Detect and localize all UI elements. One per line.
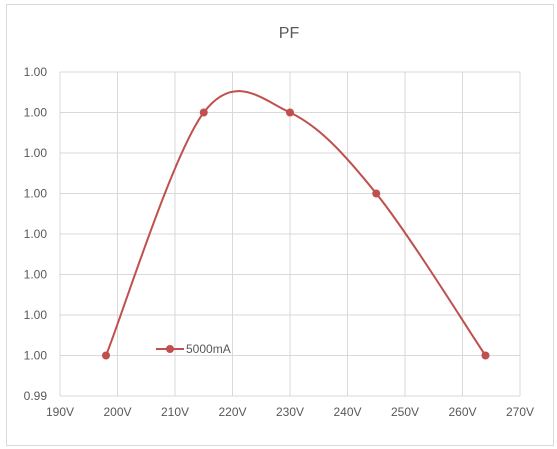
legend-series-name: 5000mA xyxy=(186,342,231,356)
y-axis-ticks: 0.99 1.00 1.00 1.00 1.00 1.00 1.00 1.00 1.00 xyxy=(24,65,48,403)
x-tick-label: 230V xyxy=(276,405,304,419)
y-tick-label: 1.00 xyxy=(24,187,48,201)
data-point xyxy=(372,189,381,198)
x-tick-label: 270V xyxy=(506,405,534,419)
x-tick-label: 220V xyxy=(218,405,246,419)
data-point xyxy=(286,108,294,117)
legend-marker xyxy=(166,345,174,353)
x-tick-label: 240V xyxy=(333,405,361,419)
x-tick-label: 190V xyxy=(46,405,74,419)
series-line xyxy=(105,90,487,357)
x-tick-label: 250V xyxy=(391,405,419,419)
x-tick-label: 200V xyxy=(103,405,131,419)
data-point xyxy=(199,108,208,117)
legend: 5000mA xyxy=(156,342,231,356)
series-layer xyxy=(102,90,490,360)
x-axis-ticks: 190V 200V 210V 220V 230V 240V 250V 260V 270V xyxy=(46,405,534,419)
y-tick-label: 0.99 xyxy=(24,389,48,403)
data-point xyxy=(102,351,110,360)
x-tick-label: 210V xyxy=(161,405,189,419)
chart-title: PF xyxy=(279,25,300,42)
y-tick-label: 1.00 xyxy=(24,268,48,282)
y-tick-label: 1.00 xyxy=(24,146,48,160)
x-tick-label: 260V xyxy=(448,405,476,419)
y-tick-label: 1.00 xyxy=(24,308,48,322)
y-tick-label: 1.00 xyxy=(24,349,48,363)
grid xyxy=(59,71,521,397)
y-tick-label: 1.00 xyxy=(24,227,48,241)
y-tick-label: 1.00 xyxy=(24,106,48,120)
y-tick-label: 1.00 xyxy=(24,65,48,79)
data-point xyxy=(481,351,490,360)
